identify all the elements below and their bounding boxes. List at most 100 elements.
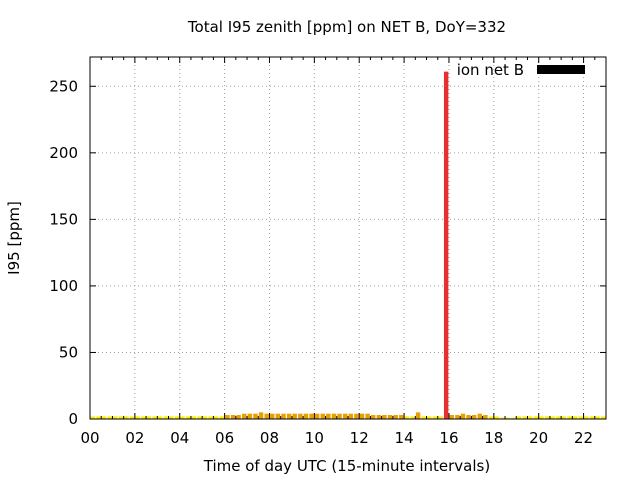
data-bar: [460, 413, 466, 419]
data-bar: [354, 413, 359, 419]
data-bar: [516, 416, 522, 419]
data-bar: [359, 413, 365, 419]
data-bar: [393, 415, 398, 419]
data-bar: [387, 415, 393, 419]
x-tick-label: 22: [574, 429, 593, 447]
plot-frame: [89, 56, 607, 420]
data-bar: [286, 413, 292, 419]
data-bar: [309, 413, 314, 419]
data-bar: [141, 416, 146, 419]
data-bar: [146, 416, 152, 419]
axis-ticks: 00 02 04 06 08 10 12 14 16 18 20 22 0 50 100 150 200 250: [49, 57, 606, 447]
x-axis-title: Time of day UTC (15-minute intervals): [203, 457, 490, 475]
data-bar: [550, 416, 555, 419]
data-bar: [124, 416, 129, 419]
x-tick-label: 02: [125, 429, 144, 447]
data-bar: [337, 413, 342, 419]
data-bar: [281, 413, 286, 419]
data-bar: [135, 416, 140, 419]
data-bar: [275, 413, 281, 419]
data-bar: [303, 413, 309, 419]
x-tick-label: 12: [350, 429, 369, 447]
bars: [90, 71, 606, 419]
data-bar: [567, 416, 572, 419]
data-bar: [488, 416, 494, 419]
data-bar: [522, 416, 527, 419]
data-bar: [292, 413, 297, 419]
x-tick-label: 16: [439, 429, 458, 447]
data-bar: [533, 416, 539, 419]
data-bar: [197, 416, 202, 419]
data-bar: [314, 413, 320, 419]
data-bar: [253, 413, 258, 419]
data-bar: [185, 416, 191, 419]
data-bar: [578, 416, 583, 419]
data-bar: [410, 416, 415, 419]
data-bar: [556, 416, 561, 419]
data-bar: [348, 413, 354, 419]
y-tick-label: 200: [49, 144, 78, 162]
x-tick-label: 08: [260, 429, 279, 447]
data-bar: [544, 416, 550, 419]
data-bar: [427, 416, 432, 419]
data-bar: [342, 413, 348, 419]
data-bar: [90, 416, 96, 419]
data-bar: [270, 413, 275, 419]
x-tick-label: 14: [395, 429, 414, 447]
data-bar: [208, 416, 213, 419]
x-tick-label: 00: [80, 429, 99, 447]
data-bar: [320, 413, 325, 419]
legend-swatch: [537, 65, 585, 74]
data-bar: [247, 413, 253, 419]
data-bar: [152, 416, 157, 419]
data-bar: [438, 416, 443, 419]
data-bar: [264, 413, 269, 419]
data-bar: [399, 415, 404, 419]
data-bar: [157, 416, 163, 419]
data-bar: [443, 71, 449, 419]
x-tick-label: 04: [170, 429, 189, 447]
data-bar: [129, 416, 135, 419]
data-bar: [561, 416, 567, 419]
grid: [90, 57, 606, 419]
data-bar: [494, 416, 499, 419]
data-bar: [455, 415, 460, 419]
data-bar: [376, 415, 382, 419]
y-tick-label: 250: [49, 77, 78, 95]
data-bar: [225, 415, 230, 419]
data-bar: [118, 416, 124, 419]
data-bar: [202, 416, 208, 419]
data-bar: [219, 416, 225, 419]
data-bar: [432, 416, 438, 419]
y-axis-title: I95 [ppm]: [5, 201, 23, 275]
data-bar: [584, 416, 589, 419]
data-bar: [500, 417, 505, 419]
data-bar: [595, 416, 600, 419]
data-bar: [191, 416, 196, 419]
data-bar: [505, 417, 511, 419]
y-tick-label: 50: [59, 343, 78, 361]
data-bar: [404, 416, 410, 419]
data-bar: [163, 416, 168, 419]
data-bar: [230, 415, 236, 419]
data-bar: [107, 416, 112, 419]
legend: ion net B: [457, 61, 585, 79]
data-bar: [600, 416, 606, 419]
x-tick-label: 10: [305, 429, 324, 447]
data-bar: [589, 416, 595, 419]
data-bar: [101, 416, 107, 419]
data-bar: [113, 416, 118, 419]
data-bar: [96, 416, 101, 419]
data-bar: [539, 416, 544, 419]
data-bar: [298, 413, 303, 419]
data-bar: [236, 415, 241, 419]
data-bar: [415, 412, 421, 419]
data-bar: [331, 413, 337, 419]
y-tick-label: 0: [68, 410, 78, 428]
data-bar: [174, 416, 180, 419]
data-bar: [449, 415, 454, 419]
x-tick-label: 20: [529, 429, 548, 447]
data-bar: [477, 413, 483, 419]
